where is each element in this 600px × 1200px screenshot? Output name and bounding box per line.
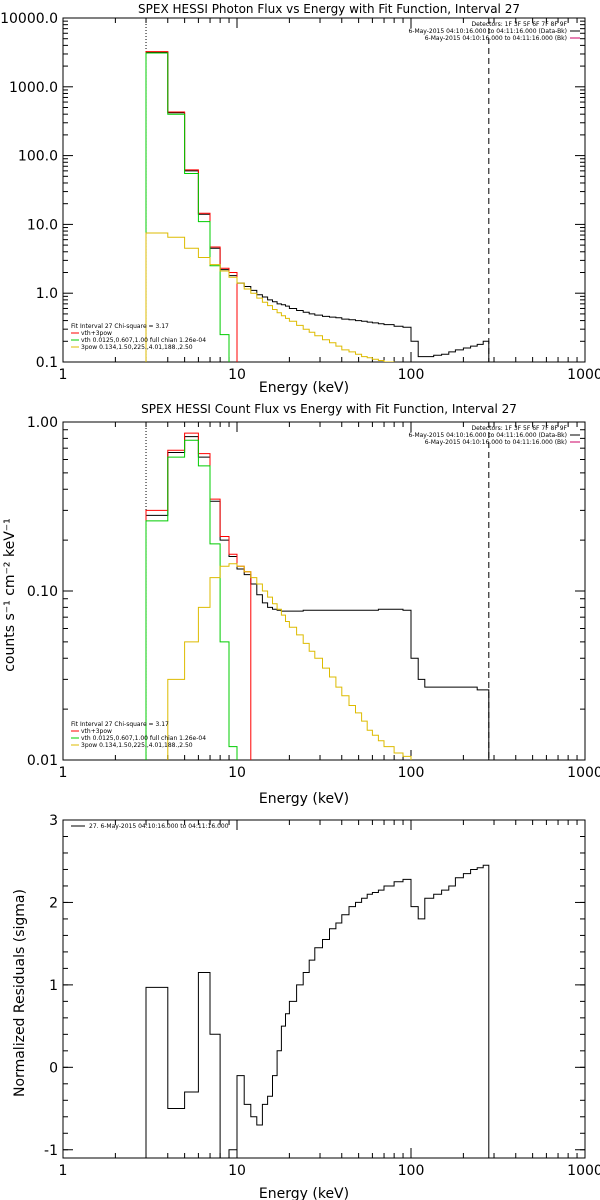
chart-title: SPEX HESSI Photon Flux vs Energy with Fi… [138, 2, 520, 16]
plot-frame [62, 819, 586, 1159]
y-tick-label: 10.0 [27, 217, 58, 233]
info-text-bottom: 3pow 0.134,1.50,225.,4.01,188.,2.50 [81, 344, 193, 351]
x-tick-label: 1000 [567, 1163, 600, 1179]
y-axis-label: counts s⁻¹ cm⁻² keV⁻¹ [2, 518, 18, 672]
series-3pow-line [145, 232, 395, 362]
x-tick-label: 1000 [567, 765, 600, 781]
x-tick-label: 10 [228, 367, 246, 383]
chart-title: SPEX HESSI Count Flux vs Energy with Fit… [141, 402, 517, 416]
plot-frame [62, 17, 586, 363]
y-tick-label: 0.10 [27, 584, 58, 600]
chart-panel-2: SPEX HESSI Count Flux vs Energy with Fit… [2, 402, 600, 807]
chart-panel-1: SPEX HESSI Photon Flux vs Energy with Fi… [0, 2, 600, 396]
y-axis-label: Normalized Residuals (sigma) [12, 889, 28, 1097]
series-vth-line [145, 52, 230, 362]
x-tick-label: 100 [398, 765, 425, 781]
info-text-top: 6-May-2015 04:10:16.000 to 04:11:16.000 … [408, 432, 567, 439]
y-tick-label: 10000.0 [0, 11, 58, 27]
series-data-bk-line [145, 51, 490, 362]
info-text-bottom: vth+3pow [81, 728, 112, 735]
info-text-top: 6-May-2015 04:10:16.000 to 04:11:16.000 … [425, 35, 567, 42]
y-tick-label: 1.0 [36, 286, 58, 302]
x-tick-label: 1000 [567, 367, 600, 383]
y-tick-label: 1 [49, 978, 58, 994]
x-tick-label: 100 [398, 367, 425, 383]
x-axis-label: Energy (keV) [259, 1186, 349, 1200]
y-tick-label: 0.01 [27, 753, 58, 769]
info-text-bottom: Fit Interval 27 Chi-square = 3.17 [71, 721, 169, 728]
y-tick-label: 1000.0 [9, 80, 58, 96]
x-tick-label: 1 [59, 1163, 68, 1179]
plot-frame [62, 421, 586, 761]
x-tick-label: 1 [59, 367, 68, 383]
info-text-top: Detectors: 1F 3F 5F 6F 7F 8F 9F [471, 425, 567, 432]
info-text-bottom: vth 0.0125,0.607,1.00 full chian 1.26e-0… [81, 735, 206, 742]
x-tick-label: 100 [398, 1163, 425, 1179]
info-text-top: Detectors: 1F 3F 5F 6F 7F 8F 9F [471, 21, 567, 28]
series-data-bk-line [145, 436, 490, 760]
y-tick-label: 3 [49, 813, 58, 829]
x-axis-label: Energy (keV) [259, 791, 349, 807]
x-tick-label: 10 [228, 1163, 246, 1179]
series-3pow-line [167, 563, 412, 760]
info-text-top: 6-May-2015 04:10:16.000 to 04:11:16.000 … [408, 28, 567, 35]
x-axis-label: Energy (keV) [259, 380, 349, 396]
info-text-bottom: vth 0.0125,0.607,1.00 full chian 1.26e-0… [81, 337, 206, 344]
y-tick-label: -1 [44, 1143, 58, 1159]
info-text-bottom: 3pow 0.134,1.50,225.,4.01,188.,2.50 [81, 742, 193, 749]
info-text-bottom: Fit Interval 27 Chi-square = 3.17 [71, 323, 169, 330]
chart-panel-3: Energy (keV) Normalized Residuals (sigma)… [12, 813, 600, 1200]
y-tick-label: 0.1 [36, 355, 58, 371]
y-tick-label: 0 [49, 1060, 58, 1076]
x-tick-label: 10 [228, 765, 246, 781]
y-tick-label: 1.00 [27, 415, 58, 431]
info-text-top: 6-May-2015 04:10:16.000 to 04:11:16.000 … [425, 439, 567, 446]
y-tick-label: 2 [49, 895, 58, 911]
series-vth-line [145, 439, 238, 760]
y-tick-label: 100.0 [18, 149, 58, 165]
x-tick-label: 1 [59, 765, 68, 781]
series-vth-3pow-line [145, 432, 252, 760]
series-27--line [145, 864, 490, 1158]
series-vth-3pow-line [145, 51, 238, 362]
legend-text: 27. 6-May-2015 04:10:16.000 to 04:11:16.… [89, 823, 229, 830]
info-text-bottom: vth+3pow [81, 330, 112, 337]
